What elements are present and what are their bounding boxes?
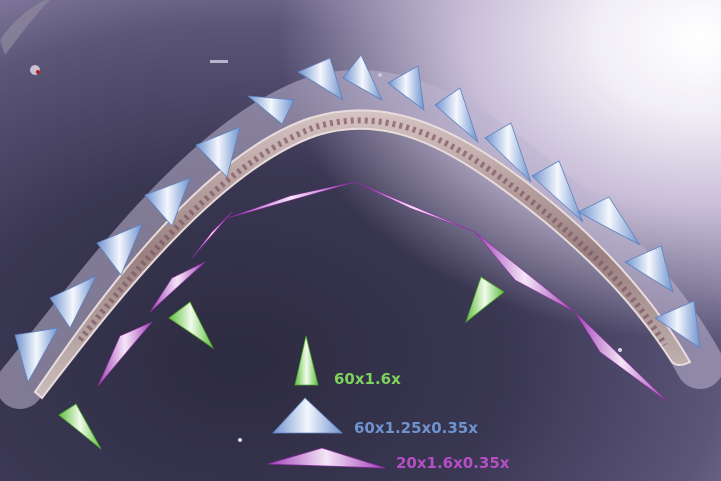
nematode-body — [33, 109, 692, 400]
green-cone-group — [58, 276, 505, 450]
legend-label-green: 60x1.6x — [334, 370, 401, 388]
purple-triangle-row — [97, 181, 669, 403]
legend-label-blue: 60x1.25x0.35x — [354, 419, 478, 437]
legend-label-purple: 20x1.6x0.35x — [396, 454, 510, 472]
worm-gut-texture — [77, 117, 668, 347]
legend-blue-triangle-icon — [272, 397, 344, 434]
legend-purple-triangle-icon — [267, 447, 386, 469]
legend-green-cone-icon — [294, 335, 319, 386]
blue-triangle-row — [14, 54, 701, 384]
